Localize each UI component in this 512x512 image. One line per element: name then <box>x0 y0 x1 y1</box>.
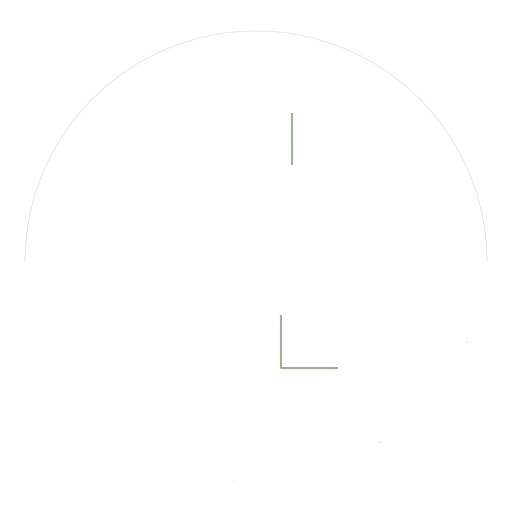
speck-dot <box>233 481 235 483</box>
circle-outline-icon <box>24 30 488 263</box>
l-shaped-corner-icon <box>280 315 338 369</box>
speck-dot <box>466 341 468 343</box>
speck-dot <box>379 441 381 443</box>
